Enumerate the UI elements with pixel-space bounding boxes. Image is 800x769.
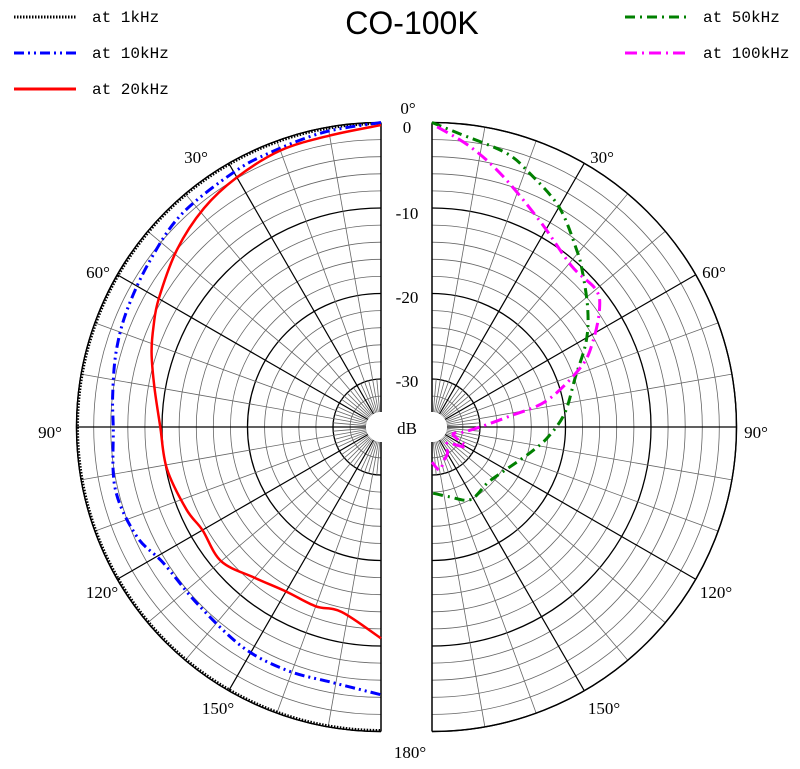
grid-spoke-right: [445, 431, 719, 532]
grid-spoke-right: [435, 380, 445, 413]
grid-spoke-right: [436, 440, 537, 714]
db-label-minus-30: -30: [396, 372, 419, 391]
grid-spoke-right: [444, 433, 697, 580]
grid-spoke-left: [334, 414, 367, 424]
grid-spoke-right: [446, 429, 732, 481]
series-line-20khz: [150, 123, 382, 640]
series-line-100khz: [430, 125, 602, 472]
grid-spoke-left: [346, 437, 371, 462]
grid-spoke-left: [368, 441, 378, 474]
grid-spoke-left: [333, 422, 367, 427]
grid-spoke-left: [276, 440, 377, 714]
grid-spoke-right: [432, 379, 437, 413]
grid-spoke-right: [436, 140, 537, 414]
grid-spoke-left: [368, 380, 378, 413]
legend-label-10khz: at 10kHz: [92, 45, 169, 63]
grid-spoke-left: [94, 322, 368, 423]
grid-spoke-left: [184, 193, 372, 416]
grid-spoke-right: [443, 436, 666, 624]
polar-grid: [75, 121, 738, 733]
angle-label-180: 180°: [394, 743, 426, 762]
grid-spoke-right: [434, 441, 486, 727]
grid-spoke-right: [445, 432, 476, 448]
grid-spoke-left: [337, 406, 368, 422]
grid-spoke-left: [360, 440, 376, 471]
grid-spoke-right: [443, 230, 666, 418]
grid-spoke-right: [440, 439, 460, 467]
center-hole-left: [366, 412, 381, 442]
grid-spoke-right: [446, 427, 480, 432]
grid-spoke-left: [81, 373, 367, 425]
angle-label-left-60: 60°: [86, 263, 110, 282]
grid-spoke-left: [341, 399, 369, 419]
grid-spoke-right: [438, 439, 585, 692]
grid-spoke-right: [446, 414, 479, 424]
polar-curves: [76, 121, 602, 732]
grid-spoke-left: [228, 162, 375, 415]
angle-label-right-120: 120°: [700, 583, 732, 602]
grid-spoke-right: [445, 406, 476, 422]
grid-spoke-left: [337, 432, 368, 448]
legend-label-100khz: at 100kHz: [703, 45, 789, 63]
angle-label-right-60: 60°: [702, 263, 726, 282]
grid-spoke-right: [432, 441, 437, 475]
angle-label-left-30: 30°: [184, 148, 208, 167]
db-label-0: 0: [403, 118, 412, 137]
grid-spoke-left: [147, 230, 370, 418]
legend-label-1khz: at 1kHz: [92, 9, 159, 27]
grid-spoke-left: [147, 436, 370, 624]
chart-title: CO-100K: [345, 5, 478, 41]
angle-label-left-120: 120°: [86, 583, 118, 602]
db-label-minus-20: -20: [396, 288, 419, 307]
legend-label-20khz: at 20kHz: [92, 81, 169, 99]
db-label-minus-10: -10: [396, 204, 419, 223]
grid-spoke-right: [438, 162, 585, 415]
grid-spoke-right: [441, 193, 629, 416]
grid-spoke-right: [442, 437, 467, 462]
grid-spoke-right: [444, 399, 472, 419]
angle-label-left-150: 150°: [202, 699, 234, 718]
grid-spoke-right: [437, 383, 453, 414]
grid-spoke-left: [346, 392, 371, 417]
series-line-50khz: [431, 121, 590, 502]
grid-spoke-left: [333, 427, 367, 432]
grid-spoke-left: [276, 140, 377, 414]
legend: at 1kHz at 10kHz at 20kHz at 50kHz at 10…: [14, 9, 789, 99]
grid-spoke-left: [94, 431, 368, 532]
angle-label-right-30: 30°: [590, 148, 614, 167]
db-unit-label: dB: [397, 419, 417, 438]
grid-spoke-left: [376, 379, 381, 413]
grid-spoke-right: [442, 392, 467, 417]
grid-spoke-right: [435, 441, 445, 474]
grid-spoke-left: [341, 435, 369, 455]
angle-label-right-150: 150°: [588, 699, 620, 718]
grid-spoke-left: [353, 439, 373, 467]
grid-spoke-right: [440, 387, 460, 415]
angle-label-0: 0°: [400, 99, 415, 118]
grid-spoke-right: [446, 373, 732, 425]
grid-spoke-left: [327, 441, 379, 727]
grid-spoke-left: [376, 441, 381, 475]
grid-spoke-left: [327, 127, 379, 413]
outer-circle-right: [431, 121, 738, 733]
grid-spoke-right: [441, 438, 629, 661]
grid-spoke-left: [353, 387, 373, 415]
grid-spoke-left: [334, 430, 367, 440]
grid-spoke-right: [444, 274, 697, 421]
angle-label-left-90: 90°: [38, 423, 62, 442]
grid-spoke-left: [116, 433, 369, 580]
legend-label-50khz: at 50kHz: [703, 9, 780, 27]
grid-spoke-right: [446, 430, 479, 440]
grid-spoke-right: [434, 127, 486, 413]
angle-label-right-90: 90°: [744, 423, 768, 442]
grid-spoke-right: [446, 422, 480, 427]
grid-spoke-left: [228, 439, 375, 692]
center-hole-right: [432, 412, 447, 442]
grid-spoke-left: [360, 383, 376, 414]
grid-spoke-right: [445, 322, 719, 423]
grid-spoke-left: [81, 429, 367, 481]
